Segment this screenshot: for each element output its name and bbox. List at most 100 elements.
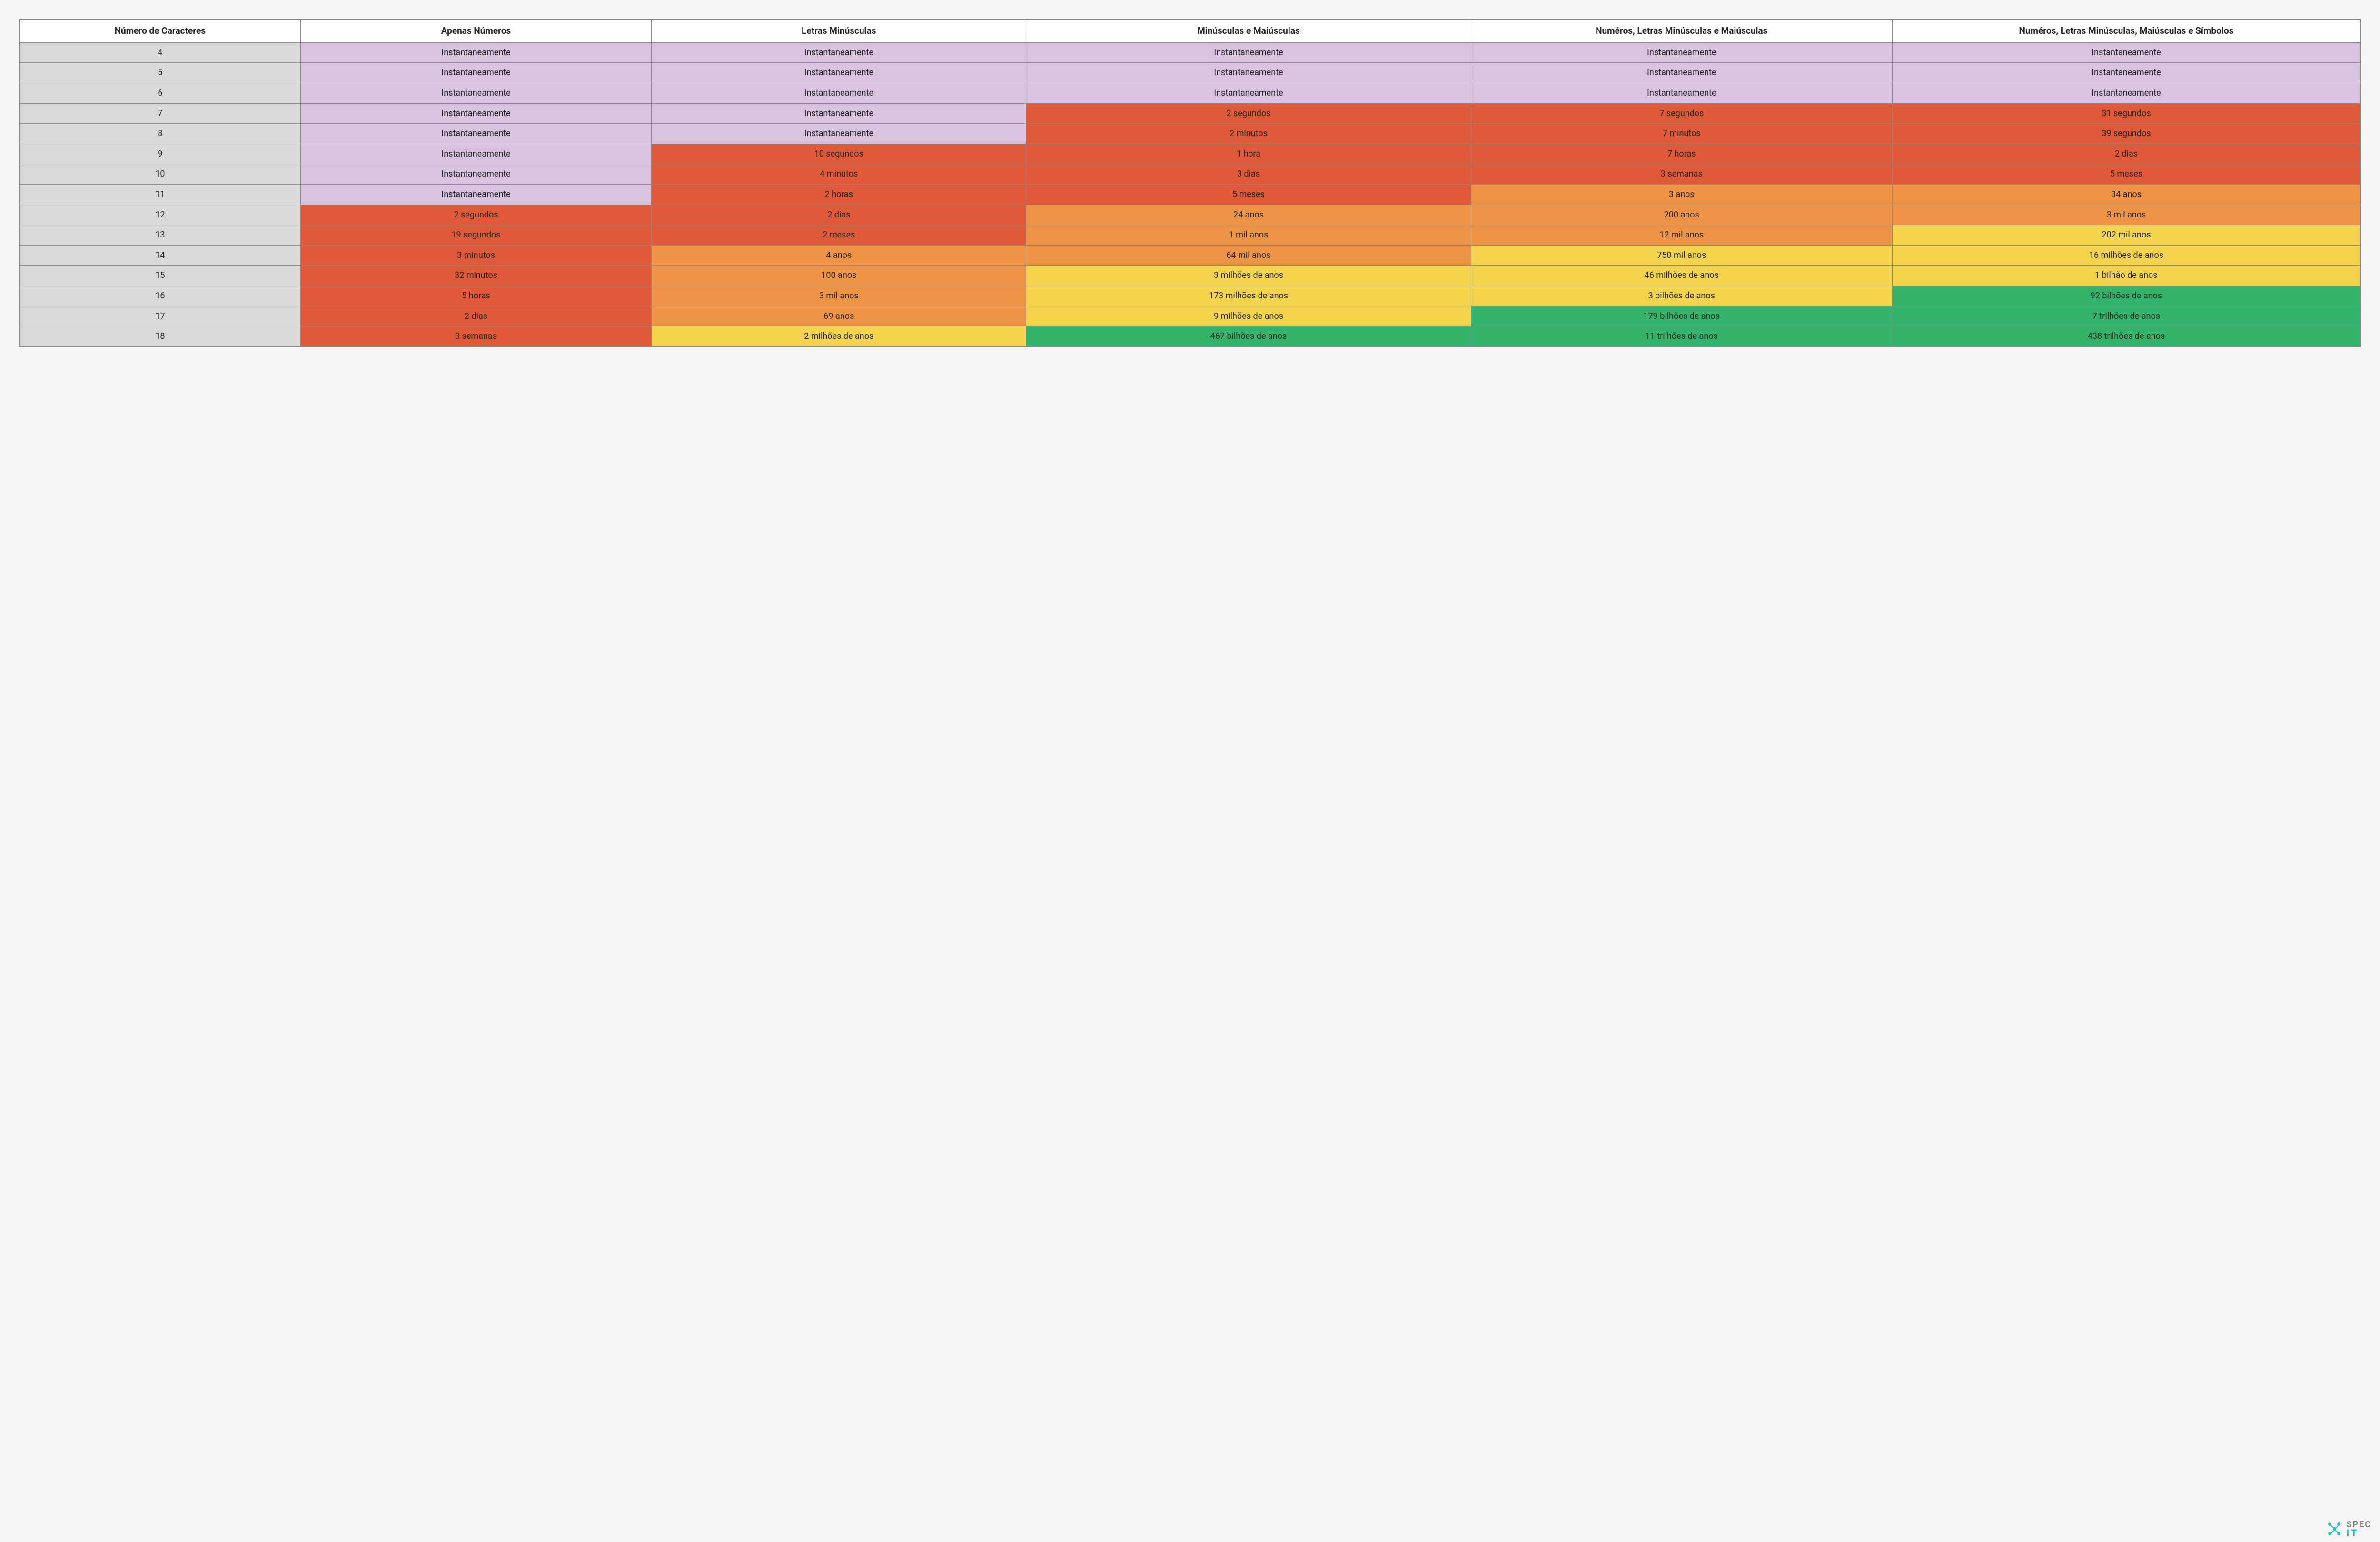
data-cell: Instantaneamente [300, 124, 652, 144]
data-cell: 4 anos [652, 245, 1026, 266]
data-cell: Instantaneamente [300, 164, 652, 185]
data-cell: 2 segundos [300, 205, 652, 225]
table-row: 6InstantaneamenteInstantaneamenteInstant… [20, 83, 2360, 103]
data-cell: 3 anos [1471, 184, 1892, 205]
data-cell: 3 milhões de anos [1026, 266, 1471, 286]
data-cell: Instantaneamente [652, 42, 1026, 63]
data-cell: Instantaneamente [1892, 83, 2360, 103]
table-row: 1532 minutos100 anos3 milhões de anos46 … [20, 266, 2360, 286]
data-cell: Instantaneamente [652, 103, 1026, 124]
col-header-0: Número de Caracteres [20, 20, 300, 42]
data-cell: Instantaneamente [1026, 42, 1471, 63]
data-cell: 1 mil anos [1026, 225, 1471, 246]
data-cell: 2 dias [1892, 144, 2360, 164]
table-row: 10Instantaneamente4 minutos3 dias3 seman… [20, 164, 2360, 185]
data-cell: 34 anos [1892, 184, 2360, 205]
data-cell: 2 horas [652, 184, 1026, 205]
table-row: 5InstantaneamenteInstantaneamenteInstant… [20, 63, 2360, 83]
table-row: 1319 segundos2 meses1 mil anos12 mil ano… [20, 225, 2360, 246]
data-cell: Instantaneamente [1892, 42, 2360, 63]
data-cell: 2 dias [300, 306, 652, 326]
data-cell: Instantaneamente [300, 144, 652, 164]
data-cell: 32 minutos [300, 266, 652, 286]
data-cell: 100 anos [652, 266, 1026, 286]
data-cell: Instantaneamente [300, 83, 652, 103]
row-header: 14 [20, 245, 300, 266]
data-cell: 3 bilhões de anos [1471, 286, 1892, 306]
table-row: 9Instantaneamente10 segundos1 hora7 hora… [20, 144, 2360, 164]
data-cell: 202 mil anos [1892, 225, 2360, 246]
table-row: 143 minutos4 anos64 mil anos750 mil anos… [20, 245, 2360, 266]
row-header: 18 [20, 326, 300, 347]
data-cell: 438 trilhões de anos [1892, 326, 2360, 347]
data-cell: 1 bilhão de anos [1892, 266, 2360, 286]
data-cell: 39 segundos [1892, 124, 2360, 144]
col-header-3: Minúsculas e Maiúsculas [1026, 20, 1471, 42]
row-header: 13 [20, 225, 300, 246]
data-cell: Instantaneamente [300, 103, 652, 124]
data-cell: 4 minutos [652, 164, 1026, 185]
data-cell: 46 milhões de anos [1471, 266, 1892, 286]
data-cell: 2 minutos [1026, 124, 1471, 144]
table-row: 4InstantaneamenteInstantaneamenteInstant… [20, 42, 2360, 63]
password-crack-time-table: Número de CaracteresApenas NúmerosLetras… [19, 19, 2361, 347]
data-cell: Instantaneamente [1471, 42, 1892, 63]
table-row: 122 segundos2 dias24 anos200 anos3 mil a… [20, 205, 2360, 225]
data-cell: 2 segundos [1026, 103, 1471, 124]
table-row: 7InstantaneamenteInstantaneamente2 segun… [20, 103, 2360, 124]
data-cell: 467 bilhões de anos [1026, 326, 1471, 347]
col-header-5: Numéros, Letras Minúsculas, Maiúsculas e… [1892, 20, 2360, 42]
row-header: 9 [20, 144, 300, 164]
logo-dots-icon [2327, 1521, 2343, 1537]
data-cell: 5 horas [300, 286, 652, 306]
table-row: 165 horas3 mil anos173 milhões de anos3 … [20, 286, 2360, 306]
data-cell: 3 dias [1026, 164, 1471, 185]
data-cell: 1 hora [1026, 144, 1471, 164]
data-cell: Instantaneamente [300, 42, 652, 63]
data-cell: 3 semanas [1471, 164, 1892, 185]
logo-text-it: IT [2347, 1529, 2371, 1537]
table-row: 183 semanas2 milhões de anos467 bilhões … [20, 326, 2360, 347]
data-cell: Instantaneamente [1471, 83, 1892, 103]
data-cell: 5 meses [1892, 164, 2360, 185]
data-cell: 3 mil anos [652, 286, 1026, 306]
data-cell: 179 bilhões de anos [1471, 306, 1892, 326]
data-cell: Instantaneamente [652, 63, 1026, 83]
data-cell: 3 semanas [300, 326, 652, 347]
data-cell: 69 anos [652, 306, 1026, 326]
data-cell: 7 segundos [1471, 103, 1892, 124]
table-row: 8InstantaneamenteInstantaneamente2 minut… [20, 124, 2360, 144]
data-cell: 24 anos [1026, 205, 1471, 225]
table-body: 4InstantaneamenteInstantaneamenteInstant… [20, 42, 2360, 346]
data-cell: Instantaneamente [652, 124, 1026, 144]
data-cell: Instantaneamente [1026, 83, 1471, 103]
row-header: 10 [20, 164, 300, 185]
data-cell: 2 meses [652, 225, 1026, 246]
data-cell: 173 milhões de anos [1026, 286, 1471, 306]
row-header: 11 [20, 184, 300, 205]
data-cell: 3 minutos [300, 245, 652, 266]
spec-it-logo: SPEC IT [2327, 1521, 2371, 1537]
col-header-2: Letras Minúsculas [652, 20, 1026, 42]
row-header: 12 [20, 205, 300, 225]
table-head: Número de CaracteresApenas NúmerosLetras… [20, 20, 2360, 42]
logo-text: SPEC IT [2347, 1521, 2371, 1537]
data-cell: Instantaneamente [1471, 63, 1892, 83]
data-cell: 64 mil anos [1026, 245, 1471, 266]
data-cell: 11 trilhões de anos [1471, 326, 1892, 347]
data-cell: Instantaneamente [1892, 63, 2360, 83]
data-cell: 31 segundos [1892, 103, 2360, 124]
data-cell: 12 mil anos [1471, 225, 1892, 246]
data-cell: 7 horas [1471, 144, 1892, 164]
data-cell: Instantaneamente [300, 184, 652, 205]
header-row: Número de CaracteresApenas NúmerosLetras… [20, 20, 2360, 42]
data-cell: 2 milhões de anos [652, 326, 1026, 347]
data-cell: Instantaneamente [300, 63, 652, 83]
data-cell: 200 anos [1471, 205, 1892, 225]
data-cell: 92 bilhões de anos [1892, 286, 2360, 306]
row-header: 17 [20, 306, 300, 326]
data-cell: 3 mil anos [1892, 205, 2360, 225]
col-header-4: Numéros, Letras Minúsculas e Maiúsculas [1471, 20, 1892, 42]
row-header: 6 [20, 83, 300, 103]
row-header: 7 [20, 103, 300, 124]
